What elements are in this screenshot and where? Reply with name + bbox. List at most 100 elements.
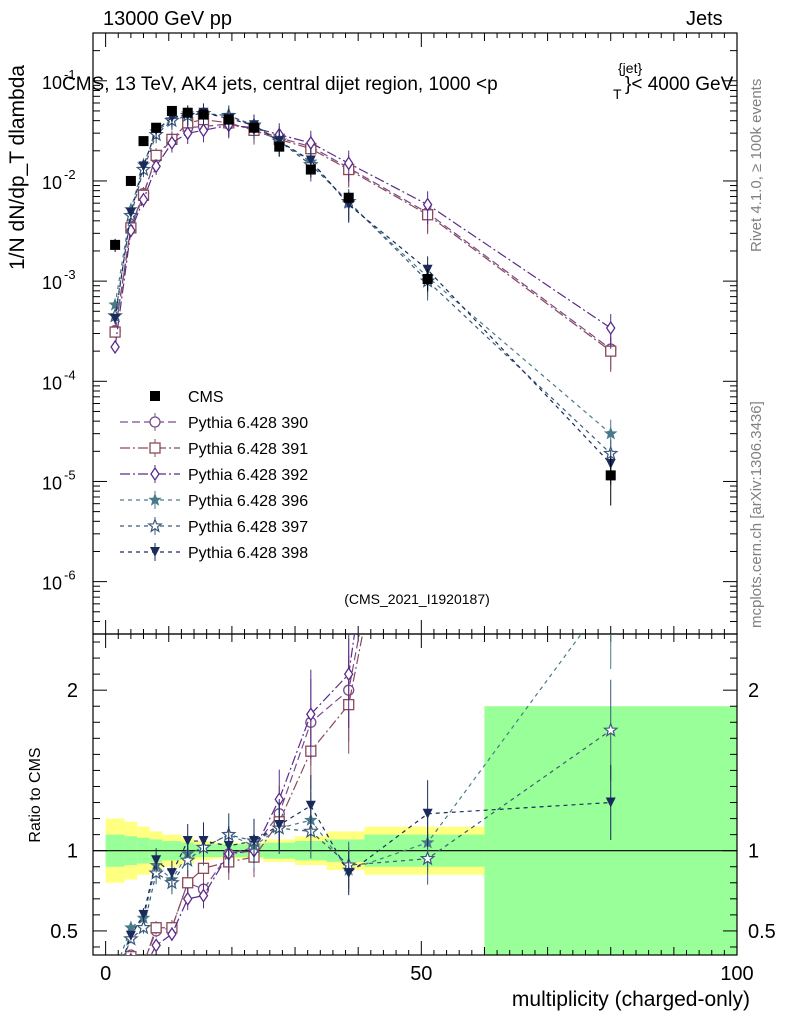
ratio-point-4 [419,850,436,866]
series-point-1 [109,326,121,338]
data-point [151,122,162,133]
legend-label-3: Pythia 6.428 396 [188,493,308,510]
y-tick-exponent: -5 [64,467,76,482]
ratio-point-2 [167,926,177,942]
series-point-2 [422,197,433,212]
series-point-5 [305,155,316,166]
series-point-3 [603,426,618,440]
series-point-2 [138,192,149,207]
legend-marker-4 [147,517,163,533]
series-line-1 [114,118,612,352]
ratio-line-5 [123,801,611,955]
ratio-y-tick-label-left: 0.5 [50,921,78,943]
series-point-3 [108,297,122,311]
legend-label-2: Pythia 6.428 392 [188,467,308,484]
ratio-y-tick-label-right: 2 [748,680,759,702]
chart-title: CMS, 13 TeV, AK4 jets, central dijet reg… [62,74,498,95]
y-tick-label-main: 10 [42,273,62,293]
series-point-2 [167,135,177,151]
x-tick-label: 0 [100,963,111,985]
series-point-1 [150,149,162,162]
data-point [198,109,209,120]
chart-title-superscript: {jet} [618,60,642,76]
y-tick-label-main: 10 [42,73,62,93]
data-point [343,192,354,203]
chart-title-end: }< 4000 GeV [625,74,734,95]
series-line-5 [114,112,612,465]
ratio-point-3 [124,920,138,934]
ratio-point-5 [138,909,149,920]
data-point [166,105,177,116]
ratio-series-clipped [120,634,619,955]
ratio-point-5 [343,868,354,879]
ratio-panel-series [120,634,619,955]
ratio-uncertainty-bands [93,706,737,955]
ratio-panel-frame [92,633,738,956]
x-axis-label: multiplicity (charged-only) [512,988,750,1011]
series-point-2 [605,320,616,336]
y-tick-exponent: -4 [64,367,76,382]
data-point [138,136,149,147]
ratio-point-2 [129,952,133,955]
ratio-point-5 [223,840,234,851]
ratio-y-tick-label-left: 2 [67,680,78,702]
header-collision-label: 13000 GeV pp [103,8,232,30]
ratio-y-tick-label-right: 1 [748,841,759,863]
ratio-point-5 [182,836,193,847]
ratio-y-tick-label-left: 1 [67,841,78,863]
series-line-2 [114,124,612,348]
ratio-point-2 [151,938,161,953]
ratio-point-5 [198,836,209,847]
series-point-2 [110,339,120,355]
series-point-2 [151,159,161,174]
data-point [605,470,616,481]
y-tick-exponent: -2 [64,167,76,182]
ratio-point-2 [306,707,316,722]
legend-label-0: Pythia 6.428 390 [188,415,308,432]
legend-marker-data [150,391,160,401]
ratio-point-5 [305,800,316,811]
legend-label-4: Pythia 6.428 397 [188,519,308,536]
ratio-point-5 [151,855,162,866]
y-tick-label-main: 10 [42,373,62,393]
y-tick-exponent: -6 [64,568,76,583]
y-axis-label-main: 1/N dN/dp_T dlambda [6,65,29,270]
data-point [305,164,316,175]
ratio-point-1 [150,922,162,934]
chart-title-subscript: T [613,86,622,102]
ratio-point-5 [249,836,259,847]
ratio-point-5 [125,930,136,941]
ratio-point-2 [198,888,209,903]
ratio-point-1 [182,877,194,889]
header-process-label: Jets [686,8,723,30]
y-axis-label-ratio: Ratio to CMS [27,747,44,842]
ratio-line-1 [146,634,364,955]
ratio-point-5 [422,808,433,819]
series-point-2 [198,123,209,138]
series-point-5 [110,313,121,324]
series-point-2 [182,125,193,141]
series-point-5 [125,207,136,218]
legend-label-data: CMS [188,389,224,406]
x-tick-label: 50 [410,963,432,985]
ratio-point-5 [274,819,285,830]
ratio-line-4 [123,729,612,955]
legend-label-1: Pythia 6.428 391 [188,441,308,458]
x-tick-label: 100 [720,963,753,985]
data-point [274,141,285,152]
main-panel-series [107,103,619,506]
data-point [182,107,193,118]
ratio-y-tick-label-right: 0.5 [748,921,776,943]
y-tick-exponent: -3 [64,267,76,282]
series-line-0 [114,123,612,350]
y-tick-label-main: 10 [42,473,62,493]
ratio-point-5 [605,797,616,808]
legend-marker-1 [149,442,161,454]
ratio-line-2 [150,634,356,955]
analysis-id: (CMS_2021_I1920187) [344,591,490,607]
ratio-point-4 [135,919,152,935]
data-point [110,239,121,250]
data-point [223,114,234,125]
